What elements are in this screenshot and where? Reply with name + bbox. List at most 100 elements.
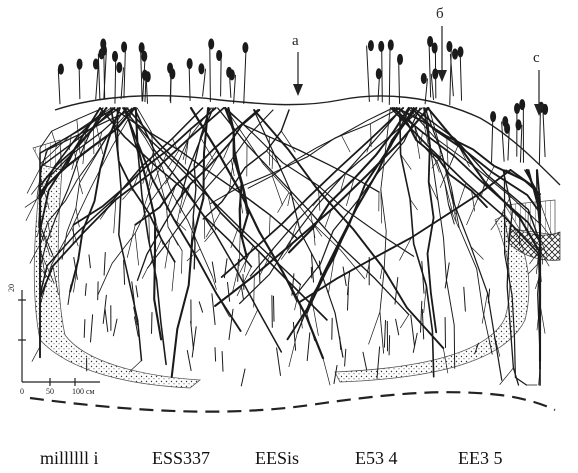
plant-stem — [501, 121, 505, 162]
legend-item-4: E53 4 — [355, 448, 398, 468]
root-branch — [172, 138, 178, 151]
root — [253, 109, 445, 350]
root — [39, 107, 225, 299]
root-branch — [179, 183, 191, 214]
plant-tuft — [216, 49, 223, 61]
root-branch — [423, 285, 427, 314]
root-fragment — [135, 285, 139, 298]
root-branch — [379, 266, 383, 280]
root-branch — [280, 130, 296, 153]
plant-tuft — [92, 58, 99, 70]
root-fragment — [342, 266, 347, 287]
plant-tuft — [446, 41, 453, 53]
root — [425, 107, 456, 369]
plant-stem — [366, 45, 370, 102]
root — [288, 106, 410, 254]
plant-tuft — [121, 41, 128, 53]
root-fragment — [421, 260, 425, 294]
plant-tuft — [397, 53, 404, 65]
root — [39, 107, 204, 296]
root — [227, 106, 250, 235]
root-branch — [466, 192, 481, 226]
root-fragment — [221, 351, 224, 372]
root-branch — [122, 188, 133, 200]
root-fragment — [291, 273, 295, 296]
plant-tuft — [208, 38, 215, 50]
root-fragment — [151, 312, 153, 334]
root-branch — [26, 166, 42, 194]
root-branch — [68, 134, 72, 151]
plant-tuft — [375, 68, 382, 80]
root-branch — [428, 181, 439, 202]
root-branch — [271, 150, 274, 170]
root — [393, 107, 488, 209]
root-fragment — [395, 318, 400, 336]
root-branch — [340, 134, 351, 153]
root-branch — [25, 191, 41, 221]
root-branch — [409, 198, 418, 211]
root-branch — [499, 367, 514, 385]
root-fragment — [191, 326, 197, 358]
root-branch — [238, 230, 241, 267]
marker-c: c — [533, 50, 544, 116]
root — [503, 169, 528, 386]
root-branch — [141, 267, 148, 279]
root-fragment — [67, 284, 72, 305]
root-branch — [167, 149, 180, 169]
root — [379, 107, 391, 354]
root — [170, 106, 210, 379]
root-fragment — [394, 277, 399, 305]
root-branch — [306, 312, 315, 342]
root-fragment — [339, 336, 342, 350]
root-branch — [181, 250, 183, 274]
root-fragment — [214, 347, 217, 362]
root-fragment — [463, 286, 466, 312]
root-branch — [207, 196, 216, 231]
root-fragment — [306, 332, 311, 362]
root-branch — [131, 166, 142, 192]
plant-stem — [97, 53, 101, 101]
root-branch — [190, 216, 194, 248]
root-branch — [134, 232, 139, 266]
root-branch — [31, 183, 41, 195]
root-branch — [269, 214, 271, 235]
plant-tuft — [515, 119, 522, 131]
root-branch — [253, 275, 255, 308]
root — [305, 106, 418, 314]
root-branch — [126, 224, 136, 258]
legend-item-5: EE3 5 — [458, 448, 503, 468]
root-branch — [340, 172, 347, 191]
root — [527, 169, 541, 386]
root-fragment — [83, 319, 86, 338]
plant-stem — [220, 55, 222, 97]
plant-stem — [188, 63, 191, 101]
root — [189, 106, 325, 360]
root-branch — [39, 223, 51, 257]
ground-surface — [54, 95, 561, 186]
plant-tuft — [98, 48, 105, 60]
plant-stem — [507, 128, 510, 161]
root-fragment — [383, 319, 386, 348]
root — [125, 107, 328, 321]
root-branch — [100, 199, 115, 220]
root — [225, 107, 366, 280]
root-branch — [184, 138, 189, 165]
root — [136, 107, 183, 252]
root-fragment — [73, 257, 78, 280]
root-branch — [447, 144, 459, 172]
root-fragment — [258, 252, 261, 283]
root — [133, 107, 283, 353]
plant-tuft — [141, 50, 148, 62]
root-branch — [154, 149, 169, 181]
root-branch — [539, 237, 548, 256]
root-fragment — [198, 301, 204, 313]
root-branch — [288, 332, 298, 368]
root-fragment — [123, 259, 126, 285]
root-branch — [200, 137, 214, 160]
plant-stem — [388, 45, 391, 105]
root-branch — [231, 271, 238, 295]
root-fragment — [346, 270, 351, 296]
plant-tuft — [367, 40, 374, 52]
root-fragment — [133, 306, 138, 326]
root-fragment — [104, 308, 109, 333]
